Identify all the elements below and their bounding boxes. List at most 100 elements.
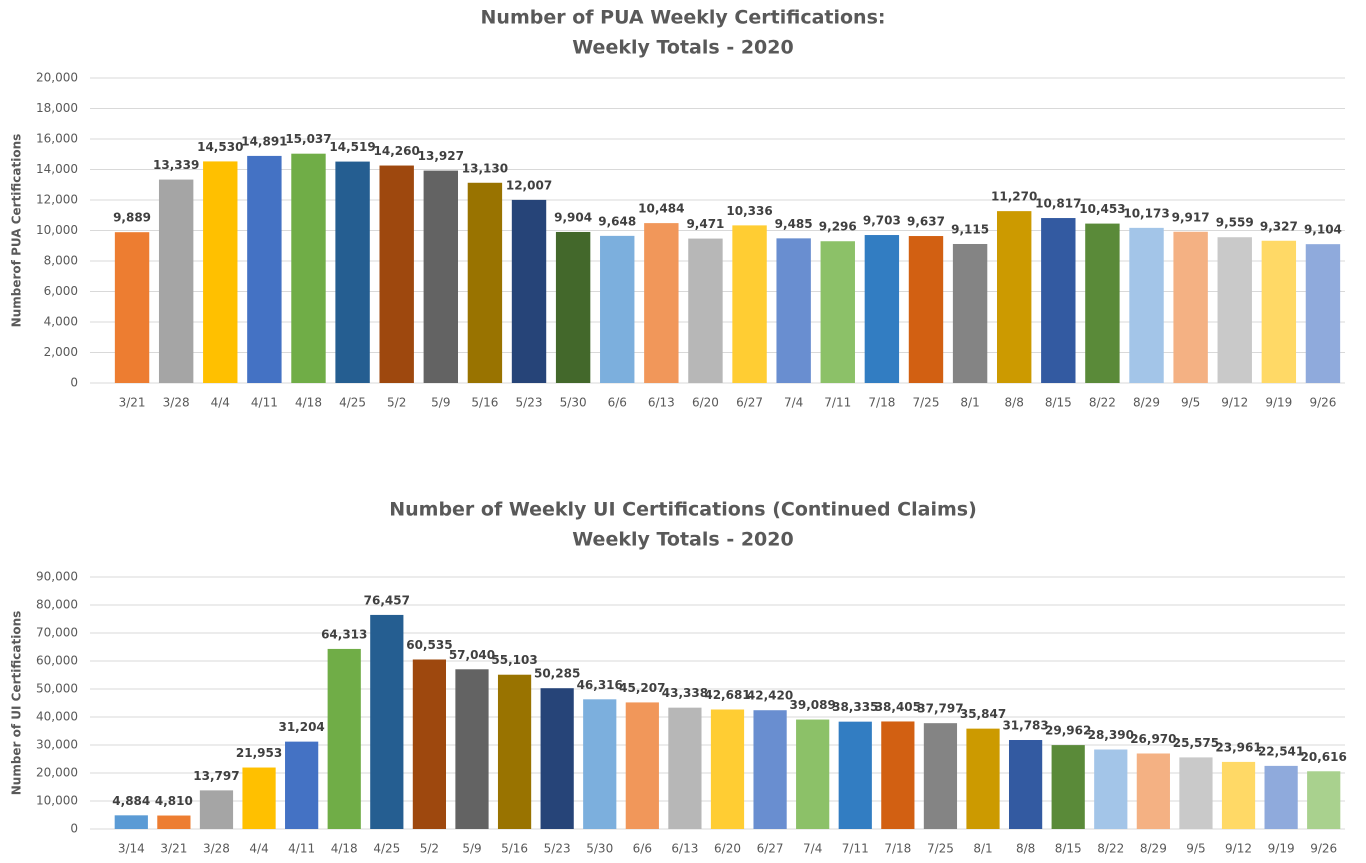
bar — [710, 709, 745, 829]
y-axis-label: Numberof PUA Certifications — [10, 134, 24, 328]
value-label: 14,891 — [241, 134, 287, 148]
bar — [600, 235, 635, 383]
value-label: 28,390 — [1088, 728, 1134, 742]
value-label: 4,810 — [155, 794, 193, 808]
x-tick-label: 7/25 — [913, 396, 940, 410]
x-tick-label: 4/11 — [288, 842, 315, 856]
bar — [242, 767, 276, 829]
y-tick-label: 30,000 — [36, 738, 78, 752]
x-tick-label: 5/16 — [471, 396, 498, 410]
x-tick-label: 4/4 — [249, 842, 268, 856]
bar — [1041, 218, 1076, 383]
bar — [370, 614, 404, 829]
x-tick-label: 8/15 — [1055, 842, 1082, 856]
value-label: 20,616 — [1301, 750, 1347, 764]
x-tick-label: 7/25 — [927, 842, 954, 856]
bar — [540, 688, 574, 829]
x-tick-label: 9/5 — [1181, 396, 1200, 410]
value-label: 26,970 — [1130, 732, 1176, 746]
y-tick-label: 0 — [70, 376, 78, 390]
bar — [114, 815, 148, 829]
x-tick-label: 8/1 — [960, 396, 979, 410]
bar — [379, 165, 414, 383]
x-tick-label: 5/2 — [420, 842, 439, 856]
chart-title: Number of Weekly UI Certifications (Cont… — [389, 499, 977, 521]
bar — [114, 232, 150, 383]
value-label: 46,316 — [577, 678, 623, 692]
x-tick-label: 8/29 — [1140, 842, 1167, 856]
value-label: 31,204 — [278, 720, 324, 734]
x-tick-label: 9/19 — [1265, 396, 1292, 410]
x-tick-label: 3/28 — [203, 842, 230, 856]
value-label: 9,327 — [1260, 219, 1298, 233]
bar — [1008, 740, 1043, 829]
value-label: 9,485 — [775, 217, 813, 231]
x-tick-label: 7/11 — [842, 842, 869, 856]
y-tick-label: 20,000 — [36, 766, 78, 780]
value-label: 35,847 — [960, 707, 1006, 721]
bar — [668, 707, 702, 829]
value-label: 9,917 — [1172, 210, 1210, 224]
x-tick-label: 6/20 — [714, 842, 741, 856]
value-label: 42,681 — [704, 688, 750, 702]
bar — [1305, 244, 1341, 383]
bar — [285, 741, 319, 829]
value-label: 43,338 — [662, 686, 708, 700]
bar — [881, 721, 915, 829]
value-label: 10,453 — [1079, 202, 1125, 216]
bar — [838, 721, 872, 829]
bar — [511, 199, 547, 383]
bar — [996, 211, 1032, 383]
x-tick-label: 5/9 — [431, 396, 450, 410]
y-tick-label: 6,000 — [44, 284, 78, 298]
value-label: 55,103 — [491, 653, 537, 667]
x-tick-label: 4/4 — [211, 396, 230, 410]
value-label: 10,484 — [638, 202, 684, 216]
value-label: 10,817 — [1035, 197, 1081, 211]
bar — [199, 790, 234, 829]
x-tick-label: 4/18 — [331, 842, 358, 856]
chart-subtitle: Weekly Totals - 2020 — [572, 37, 793, 59]
bar — [753, 710, 787, 829]
y-tick-label: 18,000 — [36, 101, 78, 115]
x-tick-label: 4/25 — [373, 842, 400, 856]
y-tick-label: 8,000 — [44, 254, 78, 268]
x-tick-label: 8/22 — [1097, 842, 1124, 856]
bar — [908, 236, 944, 383]
bar — [1264, 765, 1298, 829]
bar — [864, 235, 900, 383]
x-tick-label: 9/26 — [1309, 396, 1336, 410]
value-label: 22,541 — [1258, 744, 1304, 758]
x-tick-label: 9/26 — [1310, 842, 1337, 856]
value-label: 14,260 — [374, 144, 420, 158]
x-tick-label: 6/6 — [633, 842, 652, 856]
bar — [158, 179, 194, 383]
bar — [335, 161, 370, 383]
y-tick-label: 0 — [70, 822, 78, 836]
y-tick-label: 12,000 — [36, 193, 78, 207]
value-label: 29,962 — [1045, 724, 1091, 738]
value-label: 57,040 — [449, 648, 495, 662]
value-label: 37,797 — [917, 702, 963, 716]
x-tick-label: 9/5 — [1186, 842, 1205, 856]
x-tick-label: 8/8 — [1005, 396, 1024, 410]
x-tick-label: 4/18 — [295, 396, 322, 410]
value-label: 15,037 — [285, 132, 331, 146]
y-tick-label: 50,000 — [36, 682, 78, 696]
x-tick-label: 5/23 — [544, 842, 571, 856]
x-tick-label: 6/13 — [671, 842, 698, 856]
x-tick-label: 5/9 — [462, 842, 481, 856]
y-tick-label: 80,000 — [36, 598, 78, 612]
x-tick-label: 4/25 — [339, 396, 366, 410]
x-tick-label: 3/28 — [163, 396, 190, 410]
value-label: 39,089 — [790, 698, 836, 712]
bar — [1307, 771, 1341, 829]
x-tick-label: 7/18 — [868, 396, 895, 410]
y-tick-label: 90,000 — [36, 570, 78, 584]
value-label: 13,339 — [153, 158, 199, 172]
value-label: 9,559 — [1216, 216, 1254, 230]
value-label: 9,104 — [1304, 223, 1342, 237]
bar — [796, 719, 830, 829]
x-tick-label: 5/30 — [586, 842, 613, 856]
value-label: 14,519 — [329, 140, 375, 154]
